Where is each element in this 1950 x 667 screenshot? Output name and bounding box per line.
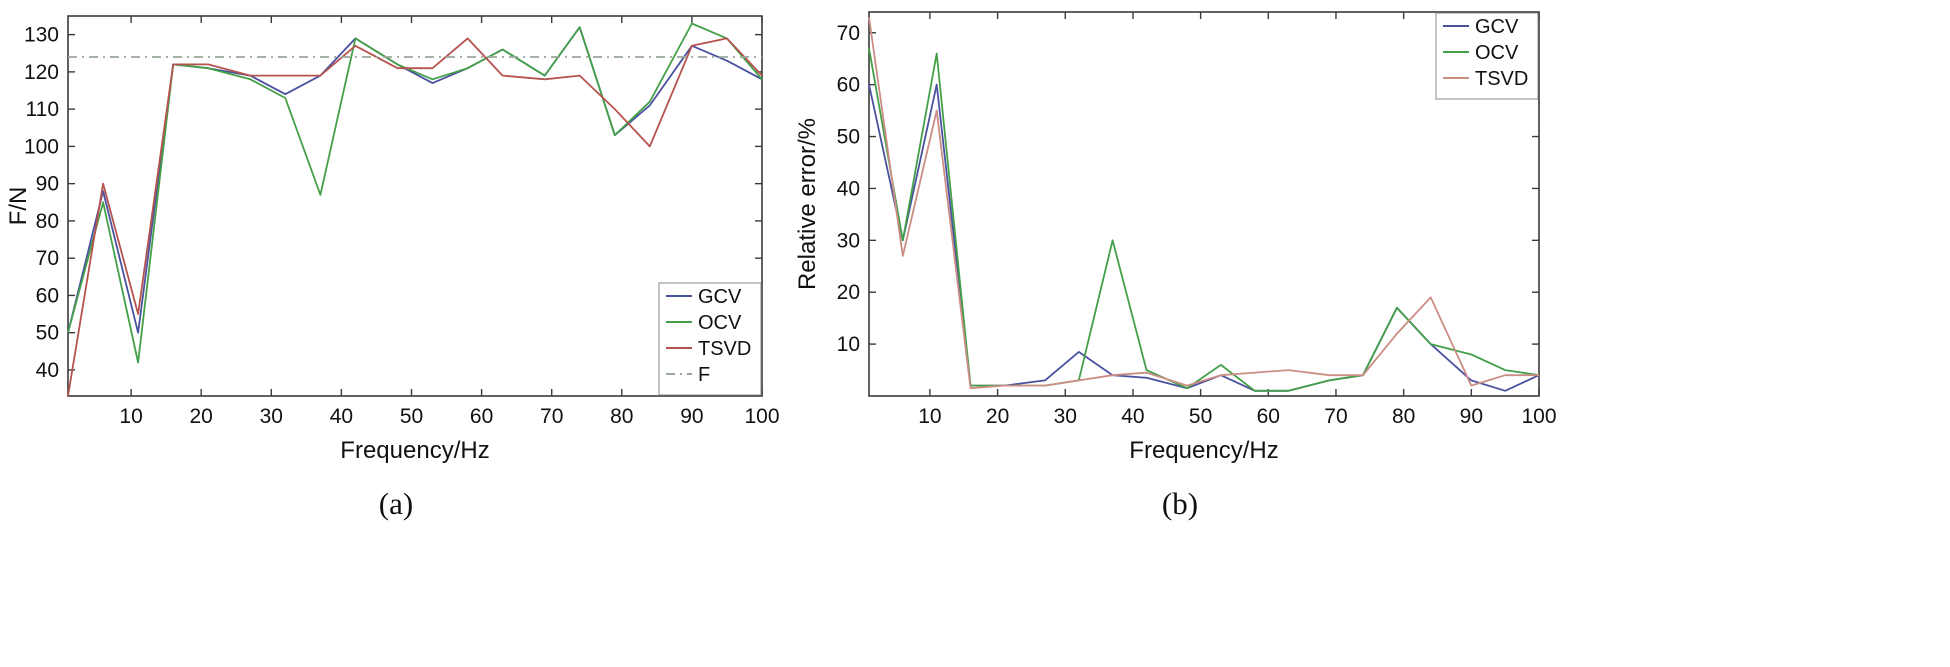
x-tick-label: 100 — [744, 405, 779, 428]
x-tick-label: 70 — [1324, 405, 1347, 428]
plot-box — [868, 11, 1540, 397]
y-tick-label: 90 — [36, 173, 59, 196]
legend-label-gcv: GCV — [1475, 16, 1519, 38]
x-tick-label: 20 — [986, 405, 1009, 428]
y-tick-label: 110 — [26, 98, 59, 121]
y-axis-label: Relative error/% — [795, 118, 821, 290]
y-tick-label: 100 — [24, 135, 59, 158]
y-tick-label: 30 — [837, 229, 860, 252]
x-tick-label: 40 — [1121, 405, 1144, 428]
caption-b: (b) — [1161, 486, 1199, 521]
series-line-gcv — [868, 83, 1540, 392]
x-tick-label: 60 — [1257, 405, 1280, 428]
y-tick-label: 60 — [36, 284, 59, 307]
y-tick-label: 50 — [837, 126, 860, 149]
y-tick-label: 60 — [837, 74, 860, 97]
legend-label-gcv: GCV — [698, 286, 742, 308]
x-tick-label: 40 — [330, 405, 353, 428]
series-line-ocv — [868, 48, 1540, 392]
x-tick-label: 10 — [119, 405, 142, 428]
chart-a-force-vs-frequency: 10 20 30 40 50 60 70 80 90 100 40 50 60 70 80 90 100 110 1… — [6, 15, 780, 464]
legend-label-ocv: OCV — [1475, 42, 1519, 64]
y-tick-label: 10 — [837, 333, 860, 356]
legend-box — [658, 282, 762, 396]
y-tick-label: 70 — [837, 22, 860, 45]
y-tick-label: 80 — [36, 210, 59, 233]
x-tick-label: 30 — [260, 405, 283, 428]
x-tick-label: 80 — [610, 405, 633, 428]
y-tick-label: 40 — [837, 177, 860, 200]
x-axis-label: Frequency/Hz — [340, 437, 489, 464]
series-line-tsvd — [67, 37, 763, 397]
x-tick-label: 10 — [918, 405, 941, 428]
legend-label-f: F — [698, 364, 710, 386]
legend-label-tsvd: TSVD — [698, 338, 751, 360]
x-tick-label: 90 — [680, 405, 703, 428]
chart-b-relative-error-vs-frequency: 10 20 30 40 50 60 70 80 90 100 10 20 30 40 50 60 70 Frequ… — [795, 11, 1557, 464]
x-tick-label: 70 — [540, 405, 563, 428]
y-axis-label: F/N — [6, 187, 32, 226]
legend-label-ocv: OCV — [698, 312, 742, 334]
x-tick-label: 50 — [1189, 405, 1212, 428]
y-tick-label: 20 — [837, 281, 860, 304]
y-tick-label: 40 — [36, 359, 59, 382]
legend-box — [1435, 12, 1539, 100]
x-tick-label: 90 — [1460, 405, 1483, 428]
plot-box — [67, 15, 763, 397]
x-tick-label: 30 — [1054, 405, 1077, 428]
y-tick-label: 130 — [24, 24, 59, 47]
x-axis-label: Frequency/Hz — [1129, 437, 1278, 464]
x-tick-label: 80 — [1392, 405, 1415, 428]
y-tick-label: 50 — [36, 322, 59, 345]
y-tick-label: 120 — [24, 61, 59, 84]
series-line-tsvd — [868, 17, 1539, 390]
caption-a: (a) — [378, 486, 414, 521]
y-tick-label: 70 — [36, 247, 59, 270]
x-tick-label: 100 — [1521, 405, 1556, 428]
x-tick-label: 20 — [190, 405, 213, 428]
x-tick-label: 50 — [400, 405, 423, 428]
x-tick-label: 60 — [470, 405, 493, 428]
legend-label-tsvd: TSVD — [1475, 68, 1528, 90]
